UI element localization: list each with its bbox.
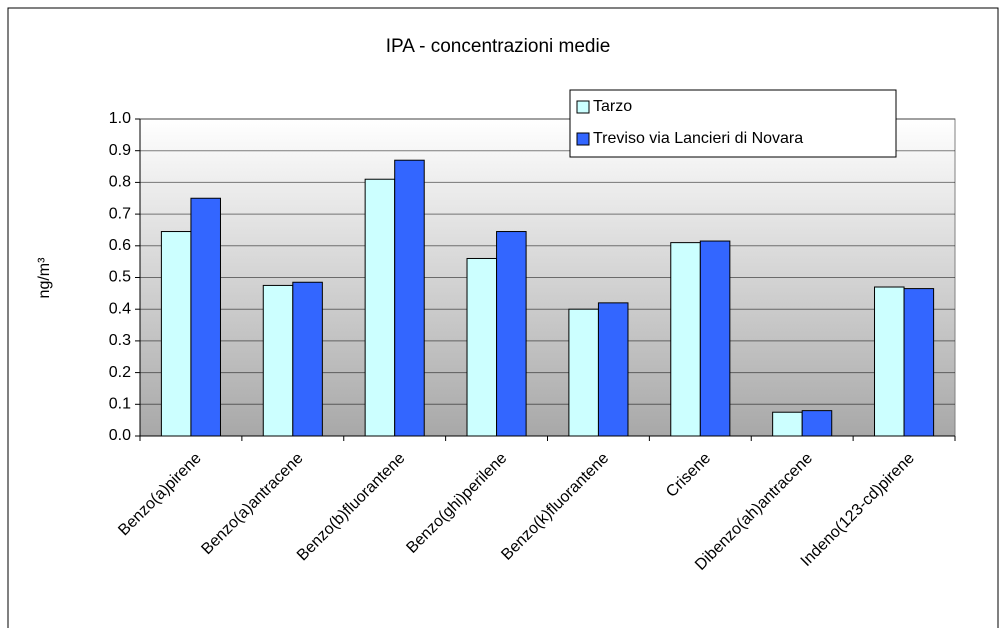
legend-box xyxy=(569,89,897,158)
y-tick-label: 0.8 xyxy=(109,174,131,191)
y-tick-label: 0.0 xyxy=(109,427,131,444)
bar xyxy=(160,231,192,437)
y-tick-label: 0.3 xyxy=(109,332,131,349)
bar xyxy=(903,288,935,437)
legend-label: Treviso via Lancieri di Novara xyxy=(593,130,803,147)
y-tick-label: 0.2 xyxy=(109,364,131,381)
bar xyxy=(262,284,294,437)
chart-title: IPA - concentrazioni medie xyxy=(386,36,611,57)
bar xyxy=(394,159,425,437)
legend-label: Tarzo xyxy=(593,98,632,115)
y-tick-label: 0.5 xyxy=(109,269,131,286)
bar xyxy=(466,257,498,437)
bar xyxy=(699,240,731,437)
y-tick-label: 1.0 xyxy=(109,110,131,127)
bar xyxy=(670,242,701,437)
y-tick-label: 0.9 xyxy=(109,142,131,159)
legend-swatch xyxy=(576,100,590,114)
bar xyxy=(874,286,905,437)
bar xyxy=(801,410,833,437)
bar xyxy=(772,411,803,437)
bar xyxy=(364,178,396,437)
y-axis-label: ng/m³ xyxy=(36,257,53,299)
y-tick-label: 0.1 xyxy=(109,396,131,413)
y-tick-label: 0.6 xyxy=(109,237,131,254)
bar xyxy=(597,302,629,437)
legend-swatch xyxy=(576,132,590,146)
bar xyxy=(568,308,599,437)
bar xyxy=(292,281,323,437)
y-tick-label: 0.7 xyxy=(109,205,131,222)
bar xyxy=(190,197,221,437)
bar xyxy=(496,231,527,437)
y-tick-label: 0.4 xyxy=(109,300,131,317)
